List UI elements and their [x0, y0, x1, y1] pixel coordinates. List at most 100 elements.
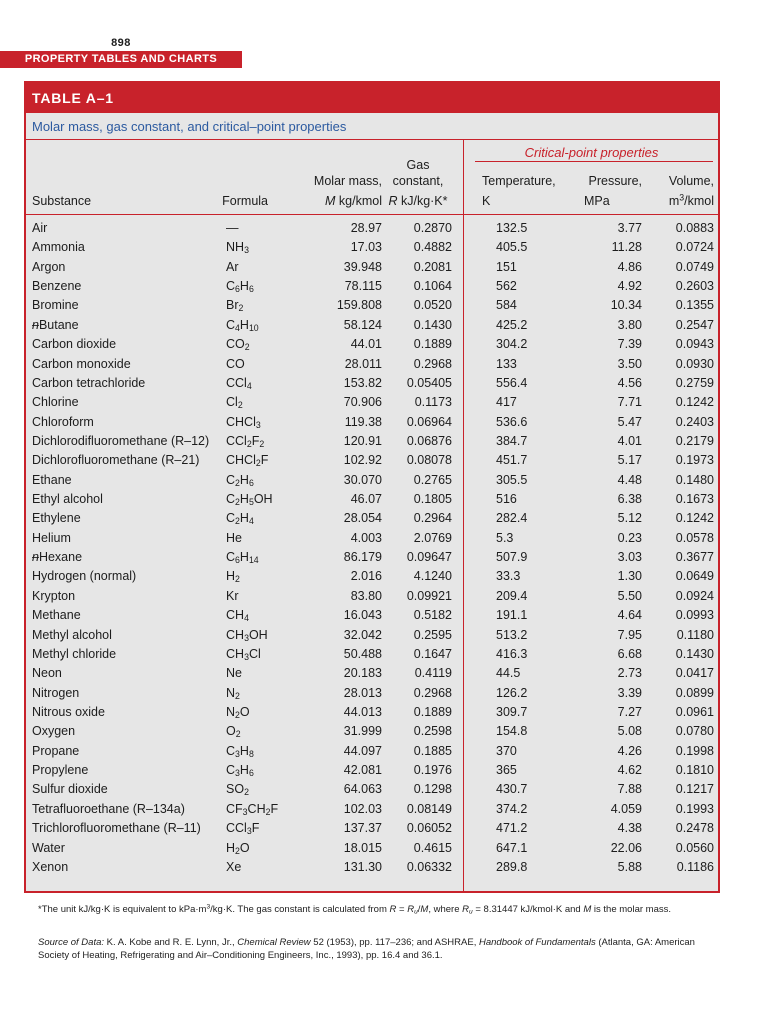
temperature-cell: 405.5: [496, 240, 528, 255]
substance-cell: Methyl chloride: [32, 646, 117, 661]
substance-cell: Methane: [32, 608, 81, 623]
substance-cell: Air: [32, 221, 48, 235]
table-row: Chlorine Cl2 70.906 0.1173 417 7.71 0.1242: [26, 393, 718, 412]
substance-cell: Dichlorodifluoromethane (R–12): [32, 433, 210, 448]
gas-constant-cell: 0.06052: [406, 821, 452, 836]
pressure-cell: 5.47: [617, 414, 642, 429]
formula-cell: CH3Cl: [226, 646, 261, 663]
molar-mass-cell: 78.115: [344, 279, 382, 294]
pressure-cell: 11.28: [611, 240, 642, 255]
gas-constant-cell: 0.06876: [406, 433, 452, 448]
section-title: PROPERTY TABLES AND CHARTS: [0, 51, 242, 68]
volume-cell: 0.0961: [675, 704, 714, 719]
pressure-cell: 2.73: [617, 666, 642, 681]
volume-cell: 0.3677: [675, 550, 714, 565]
volume-cell: 0.1430: [675, 646, 714, 661]
substance-cell: Bromine: [32, 298, 79, 313]
pressure-cell: 5.88: [617, 859, 642, 874]
formula-cell: Br2: [226, 298, 244, 314]
molar-mass-cell: 50.488: [343, 646, 382, 661]
volume-cell: 0.2478: [675, 821, 714, 836]
formula-cell: C6H14: [226, 550, 259, 566]
molar-mass-cell: 119.38: [344, 414, 382, 429]
table-row: Neon Ne 20.183 0.4119 44.5 2.73 0.0417: [26, 664, 718, 683]
gas-constant-cell: 0.08078: [406, 453, 452, 468]
table-row: Dichlorodifluoromethane (R–12) CCl2F2 120.…: [26, 432, 718, 451]
pressure-cell: 4.86: [617, 259, 642, 274]
temperature-cell: 305.5: [496, 472, 528, 487]
molar-mass-cell: 2.016: [350, 569, 382, 584]
substance-cell: Oxygen: [32, 724, 76, 739]
formula-cell: CHCl2F: [226, 453, 269, 469]
molar-mass-cell: 83.80: [350, 588, 382, 603]
gas-constant-cell: 0.1976: [413, 763, 452, 778]
substance-cell: Ethyl alcohol: [32, 492, 103, 507]
property-table: TABLE A–1 Molar mass, gas constant, and …: [24, 81, 720, 893]
gas-constant-cell: 0.2595: [413, 627, 452, 642]
substance-cell: Chlorine: [32, 395, 79, 410]
temperature-cell: 154.8: [496, 724, 528, 739]
substance-cell: Trichlorofluoromethane (R–11): [32, 821, 201, 836]
molar-mass-cell: 28.97: [350, 221, 382, 235]
pressure-cell: 7.88: [617, 782, 642, 797]
gas-constant-cell: 0.0520: [413, 298, 452, 313]
header-substance: Substance: [32, 194, 92, 208]
molar-mass-cell: 120.91: [343, 433, 382, 448]
volume-cell: 0.0930: [675, 356, 714, 371]
molar-mass-cell: 137.37: [343, 821, 382, 836]
substance-cell: Carbon monoxide: [32, 356, 131, 371]
pressure-cell: 6.38: [617, 492, 642, 507]
formula-cell: C2H4: [226, 511, 254, 527]
formula-cell: C6H6: [226, 279, 254, 295]
volume-cell: 0.0649: [675, 569, 714, 584]
temperature-cell: 647.1: [496, 840, 528, 855]
substance-cell: Krypton: [32, 588, 76, 603]
formula-cell: CCl2F2: [226, 433, 265, 450]
volume-cell: 0.1973: [675, 453, 714, 468]
table-row: Ammonia NH3 17.03 0.4882 405.5 11.28 0.0724: [26, 238, 718, 257]
pressure-cell: 4.38: [617, 821, 642, 836]
formula-cell: C3H6: [226, 763, 254, 779]
gas-constant-cell: 0.1647: [413, 646, 452, 661]
molar-mass-cell: 86.179: [343, 550, 382, 565]
pressure-cell: 4.92: [617, 279, 642, 294]
pressure-cell: 7.95: [617, 627, 642, 642]
molar-mass-cell: 18.015: [343, 840, 382, 855]
table-row: Sulfur dioxide SO2 64.063 0.1298 430.7 7.88 0.…: [26, 780, 718, 799]
molar-mass-cell: 42.081: [343, 763, 382, 778]
molar-mass-cell: 32.042: [343, 627, 382, 642]
table-row: Propane C3H8 44.097 0.1885 370 4.26 0.1998: [26, 742, 718, 761]
volume-cell: 0.1673: [675, 492, 714, 507]
table-row: Methane CH4 16.043 0.5182 191.1 4.64 0.0993: [26, 606, 718, 625]
molar-mass-cell: 28.011: [344, 356, 382, 371]
gas-constant-cell: 0.2765: [413, 472, 452, 487]
formula-cell: Xe: [226, 859, 242, 874]
pressure-cell: 3.77: [617, 221, 642, 235]
temperature-cell: 365: [496, 763, 517, 778]
gas-constant-cell: 0.2081: [413, 259, 452, 274]
formula-cell: CH4: [226, 608, 249, 624]
gas-constant-cell: 0.1889: [413, 337, 452, 352]
table-row: Methyl chloride CH3Cl 50.488 0.1647 416.3 6.6…: [26, 645, 718, 664]
temperature-cell: 370: [496, 743, 517, 758]
volume-cell: 0.2603: [675, 279, 714, 294]
temperature-cell: 384.7: [496, 433, 528, 448]
substance-cell: Ethane: [32, 472, 72, 487]
molar-mass-cell: 46.07: [350, 492, 382, 507]
table-row: Carbon dioxide CO2 44.01 0.1889 304.2 7.39 0.0…: [26, 335, 718, 354]
pressure-cell: 3.03: [617, 550, 642, 565]
temperature-cell: 562: [496, 279, 517, 294]
volume-cell: 0.1180: [676, 627, 714, 642]
pressure-cell: 4.01: [617, 433, 642, 448]
table-title: TABLE A–1: [26, 83, 718, 113]
table-row: Oxygen O2 31.999 0.2598 154.8 5.08 0.0780: [26, 722, 718, 741]
formula-cell: —: [226, 221, 239, 235]
volume-cell: 0.0724: [675, 240, 714, 255]
formula-cell: SO2: [226, 782, 249, 798]
temperature-cell: 513.2: [496, 627, 528, 642]
temperature-cell: 430.7: [496, 782, 528, 797]
substance-cell: Propane: [32, 743, 80, 758]
table-row: Carbon monoxide CO 28.011 0.2968 133 3.50 0.09…: [26, 355, 718, 374]
formula-cell: CCl3F: [226, 821, 260, 837]
substance-cell: Argon: [32, 259, 66, 274]
